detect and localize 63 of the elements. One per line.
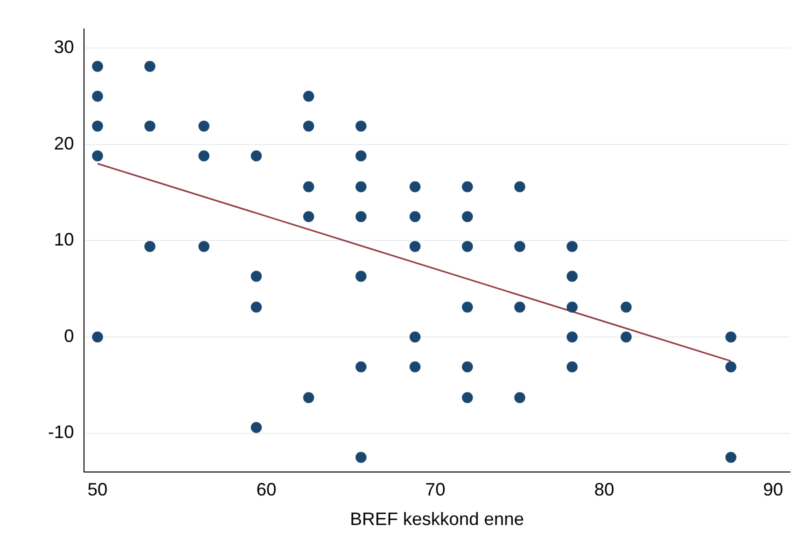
point (356, 361, 367, 372)
point (92, 90, 104, 102)
point (250, 270, 262, 282)
point (566, 361, 578, 372)
point (92, 120, 104, 132)
point (566, 240, 578, 252)
point (356, 181, 367, 192)
point (356, 270, 367, 282)
point (566, 302, 578, 313)
x-tick-label: 50 (88, 480, 108, 500)
point (462, 211, 473, 222)
point (462, 392, 473, 404)
point (144, 240, 156, 252)
point (92, 150, 104, 162)
x-axis-title: BREF keskkond enne (350, 509, 524, 530)
point (514, 302, 526, 313)
point (92, 60, 104, 72)
point (250, 422, 262, 433)
point (462, 181, 473, 192)
point (144, 60, 156, 72)
point (566, 270, 578, 282)
y-tick-label: 30 (54, 37, 74, 58)
point (356, 120, 367, 132)
point (356, 211, 367, 222)
point (514, 181, 526, 192)
point (198, 150, 210, 162)
point (725, 452, 736, 463)
x-tick-label: 70 (425, 480, 446, 500)
x-tick-label: 90 (763, 480, 784, 500)
point (462, 240, 473, 252)
point (250, 150, 262, 162)
point (410, 331, 421, 342)
y-tick-label: 20 (54, 133, 74, 154)
point (303, 392, 314, 404)
x-tick-label: 80 (594, 480, 614, 500)
y-tick-label: 0 (64, 326, 74, 346)
point (462, 361, 473, 372)
y-tick-label: -10 (48, 422, 74, 442)
point (410, 361, 421, 372)
point (514, 392, 526, 404)
point (144, 120, 156, 132)
point (410, 181, 421, 192)
point (620, 302, 632, 313)
x-tick-label: 60 (256, 480, 276, 500)
point (356, 150, 367, 162)
point (410, 240, 421, 252)
point (356, 452, 367, 463)
point (410, 211, 421, 222)
point (303, 181, 314, 192)
point (566, 331, 578, 342)
point (462, 302, 473, 313)
point (198, 240, 210, 252)
point (198, 120, 210, 132)
point (303, 120, 314, 132)
point (303, 90, 314, 102)
y-tick-label: 10 (54, 230, 74, 250)
point (250, 302, 262, 313)
point (303, 211, 314, 222)
point (725, 361, 736, 372)
point (620, 331, 632, 342)
point (514, 240, 526, 252)
point (92, 331, 104, 342)
point (725, 331, 736, 342)
